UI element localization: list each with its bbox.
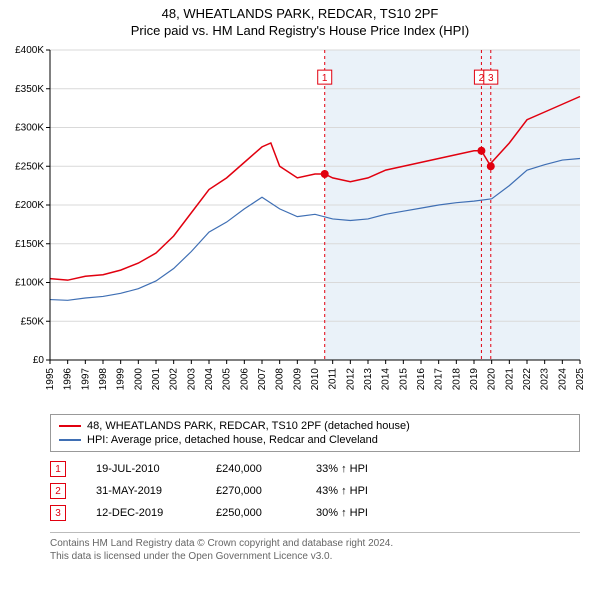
title-address: 48, WHEATLANDS PARK, REDCAR, TS10 2PF bbox=[0, 6, 600, 21]
svg-text:3: 3 bbox=[488, 73, 494, 84]
svg-text:1997: 1997 bbox=[80, 368, 91, 391]
svg-text:2010: 2010 bbox=[310, 368, 321, 391]
svg-text:2015: 2015 bbox=[398, 368, 409, 391]
svg-text:2017: 2017 bbox=[434, 368, 445, 391]
svg-text:2007: 2007 bbox=[257, 368, 268, 391]
svg-text:1999: 1999 bbox=[116, 368, 127, 391]
footer-attribution: Contains HM Land Registry data © Crown c… bbox=[50, 532, 580, 563]
legend-label: 48, WHEATLANDS PARK, REDCAR, TS10 2PF (d… bbox=[87, 420, 410, 432]
svg-text:2008: 2008 bbox=[275, 368, 286, 391]
transaction-date: 31-MAY-2019 bbox=[96, 485, 186, 497]
transaction-marker: 2 bbox=[50, 483, 66, 499]
svg-text:2014: 2014 bbox=[381, 368, 392, 391]
chart-svg: 123£0£50K£100K£150K£200K£250K£300K£350K£… bbox=[0, 40, 600, 410]
svg-text:2001: 2001 bbox=[151, 368, 162, 391]
svg-text:2016: 2016 bbox=[416, 368, 427, 391]
legend-row: 48, WHEATLANDS PARK, REDCAR, TS10 2PF (d… bbox=[59, 419, 571, 433]
title-subtitle: Price paid vs. HM Land Registry's House … bbox=[0, 23, 600, 38]
transaction-row: 1 19-JUL-2010 £240,000 33% ↑ HPI bbox=[50, 458, 580, 480]
svg-text:£400K: £400K bbox=[15, 45, 44, 56]
legend-row: HPI: Average price, detached house, Redc… bbox=[59, 433, 571, 447]
plot-area: 123£0£50K£100K£150K£200K£250K£300K£350K£… bbox=[0, 40, 600, 410]
svg-text:2020: 2020 bbox=[487, 368, 498, 391]
svg-text:£250K: £250K bbox=[15, 161, 44, 172]
legend-swatch bbox=[59, 439, 81, 441]
svg-text:1: 1 bbox=[322, 73, 328, 84]
transaction-date: 12-DEC-2019 bbox=[96, 507, 186, 519]
transaction-price: £270,000 bbox=[216, 485, 286, 497]
svg-text:2011: 2011 bbox=[328, 368, 339, 390]
svg-text:£150K: £150K bbox=[15, 239, 44, 250]
svg-text:£0: £0 bbox=[33, 355, 45, 366]
svg-text:2025: 2025 bbox=[575, 368, 586, 391]
transaction-date: 19-JUL-2010 bbox=[96, 463, 186, 475]
svg-text:2009: 2009 bbox=[292, 368, 303, 391]
transactions-table: 1 19-JUL-2010 £240,000 33% ↑ HPI 2 31-MAY-201… bbox=[50, 458, 580, 524]
svg-text:1998: 1998 bbox=[98, 368, 109, 391]
svg-text:2004: 2004 bbox=[204, 368, 215, 391]
svg-text:2024: 2024 bbox=[557, 368, 568, 391]
transaction-marker: 1 bbox=[50, 461, 66, 477]
svg-text:2006: 2006 bbox=[239, 368, 250, 391]
legend-label: HPI: Average price, detached house, Redc… bbox=[87, 434, 378, 446]
svg-text:2021: 2021 bbox=[504, 368, 515, 391]
svg-text:2003: 2003 bbox=[186, 368, 197, 391]
transaction-pct: 30% ↑ HPI bbox=[316, 507, 368, 519]
svg-text:2022: 2022 bbox=[522, 368, 533, 391]
svg-text:£300K: £300K bbox=[15, 123, 44, 134]
transaction-row: 2 31-MAY-2019 £270,000 43% ↑ HPI bbox=[50, 480, 580, 502]
footer-line2: This data is licensed under the Open Gov… bbox=[50, 550, 580, 563]
svg-text:2013: 2013 bbox=[363, 368, 374, 391]
chart-titles: 48, WHEATLANDS PARK, REDCAR, TS10 2PF Pr… bbox=[0, 0, 600, 40]
chart-container: 48, WHEATLANDS PARK, REDCAR, TS10 2PF Pr… bbox=[0, 0, 600, 563]
transaction-row: 3 12-DEC-2019 £250,000 30% ↑ HPI bbox=[50, 502, 580, 524]
transaction-marker: 3 bbox=[50, 505, 66, 521]
svg-text:1996: 1996 bbox=[63, 368, 74, 391]
transaction-pct: 33% ↑ HPI bbox=[316, 463, 368, 475]
svg-text:2002: 2002 bbox=[169, 368, 180, 391]
svg-text:2019: 2019 bbox=[469, 368, 480, 391]
svg-text:1995: 1995 bbox=[45, 368, 56, 391]
legend-swatch bbox=[59, 425, 81, 427]
svg-text:£200K: £200K bbox=[15, 200, 44, 211]
svg-text:2018: 2018 bbox=[451, 368, 462, 391]
transaction-price: £250,000 bbox=[216, 507, 286, 519]
transaction-price: £240,000 bbox=[216, 463, 286, 475]
svg-text:£50K: £50K bbox=[21, 316, 45, 327]
svg-text:2005: 2005 bbox=[222, 368, 233, 391]
svg-text:£350K: £350K bbox=[15, 84, 44, 95]
legend: 48, WHEATLANDS PARK, REDCAR, TS10 2PF (d… bbox=[50, 414, 580, 452]
footer-line1: Contains HM Land Registry data © Crown c… bbox=[50, 537, 580, 550]
svg-text:2012: 2012 bbox=[345, 368, 356, 391]
svg-text:2023: 2023 bbox=[540, 368, 551, 391]
svg-text:2000: 2000 bbox=[133, 368, 144, 391]
transaction-pct: 43% ↑ HPI bbox=[316, 485, 368, 497]
svg-text:£100K: £100K bbox=[15, 278, 44, 289]
